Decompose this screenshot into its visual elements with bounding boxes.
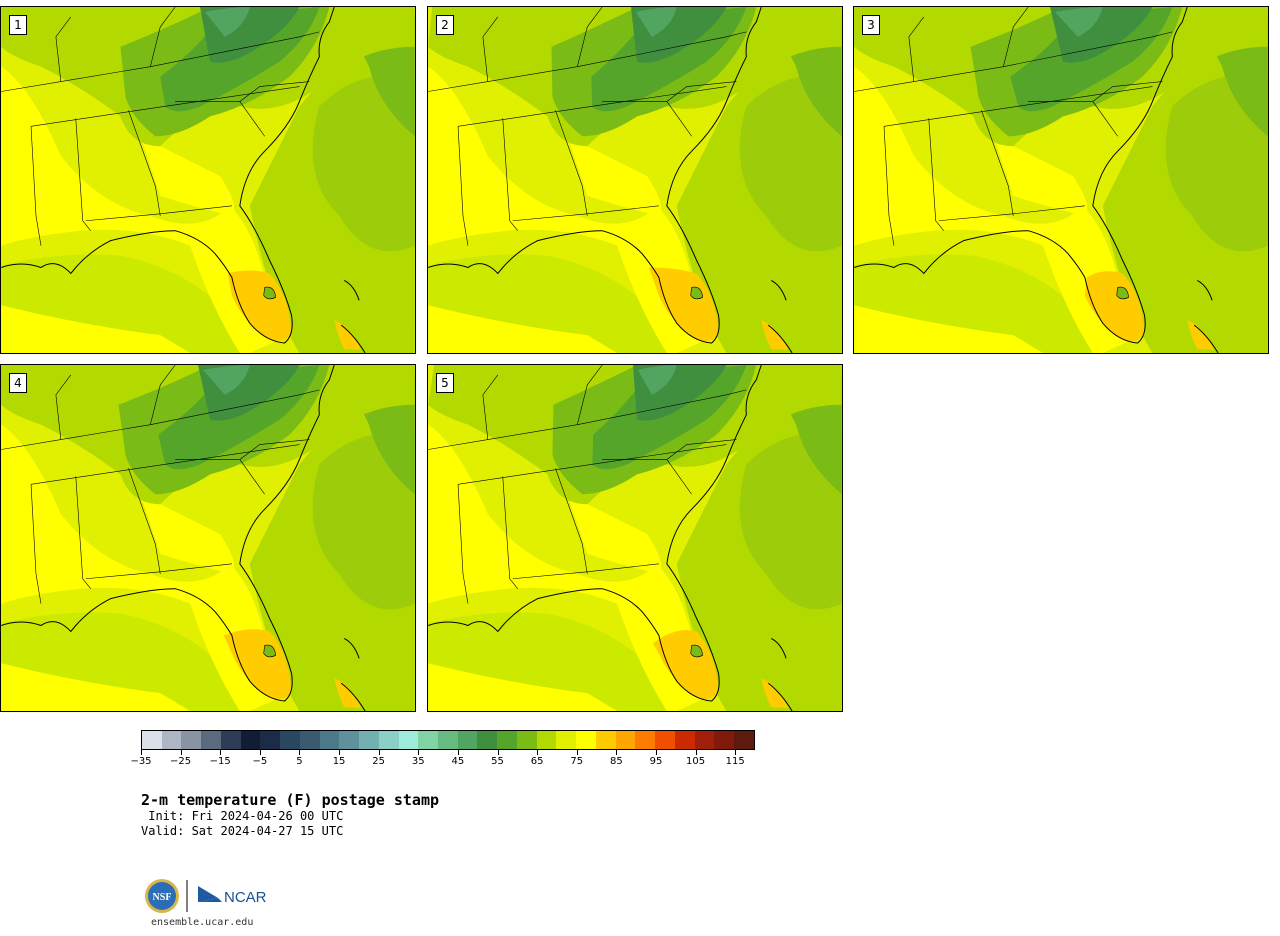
ncar-logo-icon: NCAR: [198, 886, 267, 906]
colorbar-swatch: [359, 731, 379, 749]
colorbar-swatch: [655, 731, 675, 749]
colorbar-swatch: [615, 731, 636, 749]
colorbar-tick-label: −5: [252, 756, 268, 767]
colorbar-swatch: [181, 731, 202, 749]
svg-text:NCAR: NCAR: [224, 889, 267, 906]
colorbar-swatch: [516, 731, 537, 749]
nsf-logo-icon: NSF: [145, 879, 179, 913]
colorbar-tick: [655, 750, 657, 755]
colorbar-tick: [457, 750, 459, 755]
logos: NSF NCAR: [145, 879, 267, 913]
colorbar-swatch: [556, 731, 577, 749]
website-url: ensemble.ucar.edu: [151, 917, 254, 928]
colorbar-swatch: [339, 731, 360, 749]
colorbar-swatch: [595, 731, 616, 749]
colorbar-tick: [220, 750, 222, 755]
member-label: 3: [862, 15, 880, 35]
colorbar-tick-label: −15: [209, 756, 231, 767]
valid-time: Valid: Sat 2024-04-27 15 UTC: [141, 824, 344, 838]
colorbar-swatch: [674, 731, 695, 749]
colorbar-swatch: [714, 731, 735, 749]
colorbar-tick: [141, 750, 142, 755]
colorbar-tick: [537, 750, 539, 755]
colorbar-tick-label: 85: [609, 756, 623, 767]
colorbar-ticks: −35 −25 −15 −5 5 15 25 35 45 55 65 75 85 95 105 115: [130, 750, 755, 774]
colorbar-swatch: [161, 731, 182, 749]
svg-text:NSF: NSF: [153, 892, 172, 903]
colorbar-tick: [616, 750, 618, 755]
colorbar-tick-label: 35: [411, 756, 425, 767]
colorbar-swatch: [240, 731, 261, 749]
member-panel-2: 2: [427, 6, 843, 354]
colorbar-tick: [497, 750, 499, 755]
colorbar-swatch: [220, 731, 241, 749]
colorbar-swatch: [280, 731, 300, 749]
colorbar-swatch: [457, 731, 478, 749]
colorbar-tick-label: 55: [491, 756, 504, 767]
colorbar-swatch: [201, 731, 221, 749]
member-panel-4: 4: [0, 364, 416, 712]
colorbar-swatch: [694, 731, 715, 749]
member-label: 5: [436, 373, 454, 393]
colorbar-swatch: [378, 731, 399, 749]
colorbar-tick: [339, 750, 341, 755]
colorbar-tick: [576, 750, 578, 755]
colorbar-swatch: [536, 731, 557, 749]
colorbar-swatch: [497, 731, 517, 749]
temperature-colorbar: [141, 730, 755, 750]
colorbar-swatch: [398, 731, 419, 749]
colorbar-swatch: [477, 731, 498, 749]
member-panel-5: 5: [427, 364, 843, 712]
colorbar-tick-label: −25: [170, 756, 192, 767]
member-label: 4: [9, 373, 27, 393]
colorbar-swatch: [260, 731, 281, 749]
colorbar-tick-label: 75: [570, 756, 584, 767]
colorbar-tick: [378, 750, 380, 755]
colorbar-swatch: [319, 731, 340, 749]
colorbar-tick-label: 25: [372, 756, 386, 767]
colorbar-tick-label: 45: [451, 756, 465, 767]
colorbar-swatch: [438, 731, 458, 749]
colorbar-tick: [299, 750, 301, 755]
colorbar-tick-label: 105: [686, 756, 706, 767]
colorbar-tick: [259, 750, 261, 755]
colorbar-swatch: [576, 731, 596, 749]
colorbar-swatch: [142, 731, 162, 749]
colorbar-swatch: [418, 731, 439, 749]
colorbar-tick: [418, 750, 420, 755]
colorbar-tick-label: 95: [649, 756, 663, 767]
colorbar-tick-label: −35: [130, 756, 152, 767]
colorbar-swatch: [734, 731, 754, 749]
colorbar-tick-label: 65: [530, 756, 544, 767]
colorbar-tick-label: 115: [725, 756, 745, 767]
colorbar-swatch: [299, 731, 320, 749]
colorbar-tick: [695, 750, 697, 755]
member-panel-1: 1: [0, 6, 416, 354]
colorbar-tick: [735, 750, 737, 755]
colorbar-swatch: [635, 731, 656, 749]
colorbar-tick: [180, 750, 182, 755]
member-label: 1: [9, 15, 27, 35]
colorbar-tick-label: 15: [332, 756, 346, 767]
figure-title: 2-m temperature (F) postage stamp: [141, 791, 440, 809]
member-panel-3: 3: [853, 6, 1269, 354]
init-time: Init: Fri 2024-04-26 00 UTC: [141, 809, 344, 823]
member-label: 2: [436, 15, 454, 35]
colorbar-tick-label: 5: [296, 756, 303, 767]
